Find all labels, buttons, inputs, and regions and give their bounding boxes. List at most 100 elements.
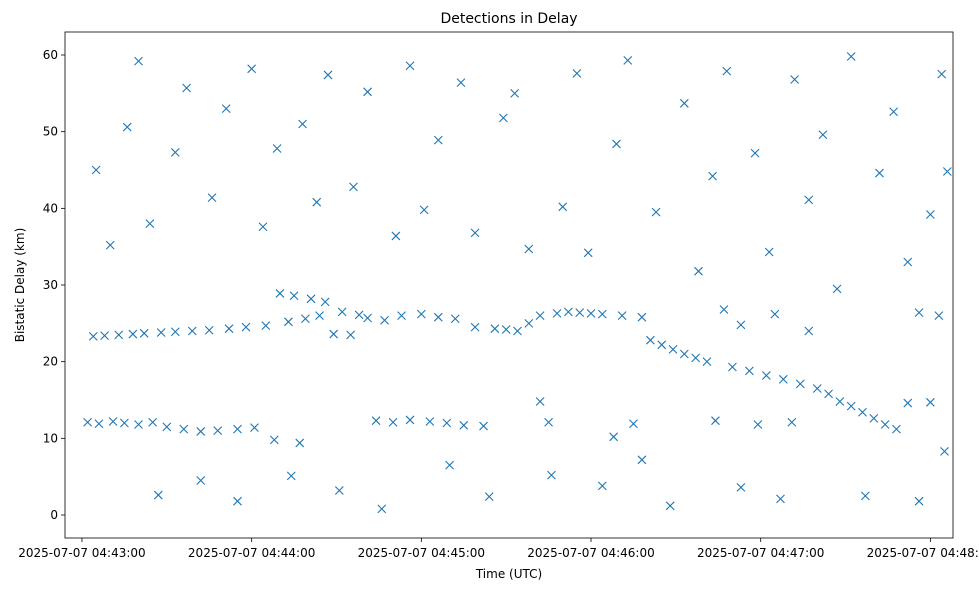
y-tick-label: 20 [43, 355, 58, 369]
x-tick-label: 2025-07-07 04:47:00 [697, 546, 824, 560]
data-point [241, 322, 251, 332]
data-point [261, 321, 271, 331]
data-point [108, 417, 118, 426]
data-point [275, 289, 285, 298]
data-point [795, 379, 805, 389]
data-point [459, 420, 469, 430]
data-point [657, 340, 667, 350]
data-point [665, 501, 675, 511]
data-point [170, 327, 180, 337]
data-point [371, 416, 381, 426]
data-point [903, 398, 913, 408]
data-point [196, 476, 206, 485]
x-tick-label: 2025-07-07 04:48:00 [867, 546, 979, 560]
data-point [284, 317, 293, 327]
x-tick-label: 2025-07-07 04:45:00 [358, 546, 485, 560]
data-point [224, 324, 234, 334]
data-point [668, 345, 678, 354]
data-point [134, 420, 143, 429]
data-point [213, 426, 223, 436]
x-axis-ticks: 2025-07-07 04:43:00 2025-07-07 04:44:00 20… [18, 538, 979, 560]
data-point [617, 311, 627, 321]
x-tick-label: 2025-07-07 04:44:00 [188, 546, 315, 560]
data-point [272, 144, 282, 153]
data-point [346, 330, 356, 340]
data-point [761, 371, 771, 380]
data-point [564, 307, 573, 317]
data-point [300, 314, 310, 324]
data-point [405, 61, 415, 71]
data-point [708, 171, 718, 181]
data-point [925, 397, 935, 407]
data-point [787, 417, 797, 427]
data-point [442, 418, 452, 428]
data-point [646, 335, 655, 345]
data-point [162, 422, 172, 432]
data-point [722, 66, 732, 76]
data-point [286, 471, 296, 481]
data-point [719, 305, 729, 314]
x-tick-label: 2025-07-07 04:43:00 [18, 546, 145, 560]
data-point [354, 310, 364, 320]
data-point [433, 135, 443, 145]
data-point [120, 418, 129, 428]
data-point [651, 207, 661, 217]
data-point [679, 98, 689, 108]
data-point [544, 417, 553, 427]
data-point [832, 284, 842, 294]
data-point [91, 165, 101, 175]
data-point [812, 384, 822, 393]
data-point [490, 324, 500, 334]
data-point [250, 423, 259, 432]
data-point [337, 307, 347, 317]
data-point [558, 202, 568, 212]
data-point [456, 78, 466, 87]
data-point [405, 415, 415, 425]
data-point [388, 417, 398, 427]
y-tick-label: 50 [43, 125, 58, 139]
data-point [583, 248, 593, 258]
data-point [105, 240, 115, 250]
data-point [835, 397, 845, 406]
data-point [744, 366, 754, 376]
data-point [940, 446, 949, 456]
data-point [575, 308, 585, 317]
data-point [513, 326, 522, 336]
data-point [139, 328, 149, 338]
x-tick-label: 2025-07-07 04:46:00 [527, 546, 654, 560]
data-point [289, 291, 299, 301]
x-axis-label: Time (UTC) [475, 567, 542, 581]
y-axis-label: Bistatic Delay (km) [13, 228, 27, 343]
data-point [736, 483, 746, 492]
data-point [586, 308, 596, 318]
data-point [380, 315, 389, 325]
data-point [694, 266, 703, 276]
data-point [450, 314, 460, 324]
data-point [100, 331, 109, 340]
y-axis-ticks: 0 10 20 30 40 50 60 [43, 48, 65, 522]
data-markers [83, 52, 952, 514]
data-point [846, 52, 856, 61]
data-point [187, 326, 197, 336]
data-point [750, 148, 760, 158]
data-point [363, 313, 372, 323]
data-point [153, 490, 163, 500]
data-point [484, 492, 494, 501]
data-point [764, 247, 774, 257]
data-point [233, 496, 242, 506]
data-point [846, 401, 856, 411]
data-point [524, 318, 534, 328]
data-point [875, 168, 884, 178]
data-point [824, 389, 833, 399]
data-point [306, 294, 316, 304]
data-point [425, 417, 435, 426]
data-point [691, 353, 701, 363]
data-point [860, 491, 870, 501]
data-point [145, 219, 155, 229]
y-tick-label: 60 [43, 48, 58, 62]
data-point [433, 312, 443, 322]
data-point [818, 130, 828, 140]
data-point [320, 297, 330, 307]
data-point [391, 231, 401, 241]
data-point [903, 257, 913, 267]
